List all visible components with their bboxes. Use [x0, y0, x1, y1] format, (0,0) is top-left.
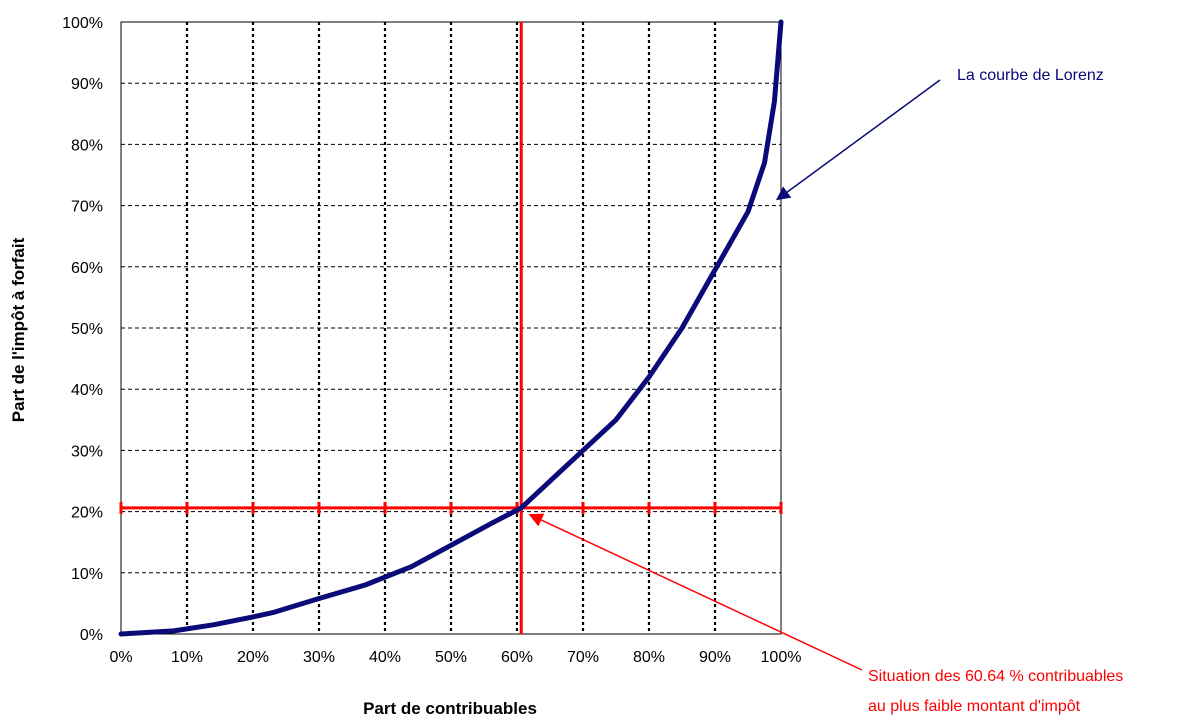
y-tick-label: 60%: [71, 260, 103, 277]
series-layer: [118, 19, 784, 637]
x-tick-label: 20%: [237, 649, 269, 666]
y-tick-label: 20%: [71, 505, 103, 522]
y-tick-label: 50%: [71, 321, 103, 338]
grid: [120, 21, 782, 635]
y-tick-label: 70%: [71, 199, 103, 216]
x-tick-label: 30%: [303, 649, 335, 666]
y-tick-label: 80%: [71, 137, 103, 154]
x-tick-label: 90%: [699, 649, 731, 666]
y-tick-label: 100%: [62, 15, 103, 32]
annotations: La courbe de Lorenz Situation des 60.64 …: [528, 67, 1123, 715]
y-tick-label: 30%: [71, 443, 103, 460]
lorenz-curve-line: [118, 19, 784, 637]
y-tick-label: 90%: [71, 76, 103, 93]
y-tick-label: 40%: [71, 382, 103, 399]
situation-annotation-arrow: [528, 513, 863, 671]
lorenz-annotation-arrow: [775, 79, 941, 201]
x-tick-label: 70%: [567, 649, 599, 666]
x-tick-label: 40%: [369, 649, 401, 666]
x-tick-label: 10%: [171, 649, 203, 666]
y-axis-title: Part de l'impôt à forfait: [9, 237, 28, 422]
reference-lines: [119, 22, 783, 634]
lorenz-annotation-label: La courbe de Lorenz: [957, 67, 1104, 84]
x-axis-title: Part de contribuables: [363, 699, 537, 717]
x-tick-label: 50%: [435, 649, 467, 666]
x-tick-label: 60%: [501, 649, 533, 666]
x-tick-label: 80%: [633, 649, 665, 666]
y-tick-label: 10%: [71, 566, 103, 583]
y-tick-label: 0%: [80, 627, 103, 644]
situation-annotation-line1: Situation des 60.64 % contribuables: [868, 668, 1123, 685]
situation-annotation-line2: au plus faible montant d'impôt: [868, 698, 1081, 715]
tick-labels: 0% 10% 20% 30% 40% 50% 60% 70% 80% 90% 100% 0% 10% 20…: [62, 15, 801, 666]
x-tick-label: 0%: [109, 649, 132, 666]
x-tick-label: 100%: [761, 649, 802, 666]
